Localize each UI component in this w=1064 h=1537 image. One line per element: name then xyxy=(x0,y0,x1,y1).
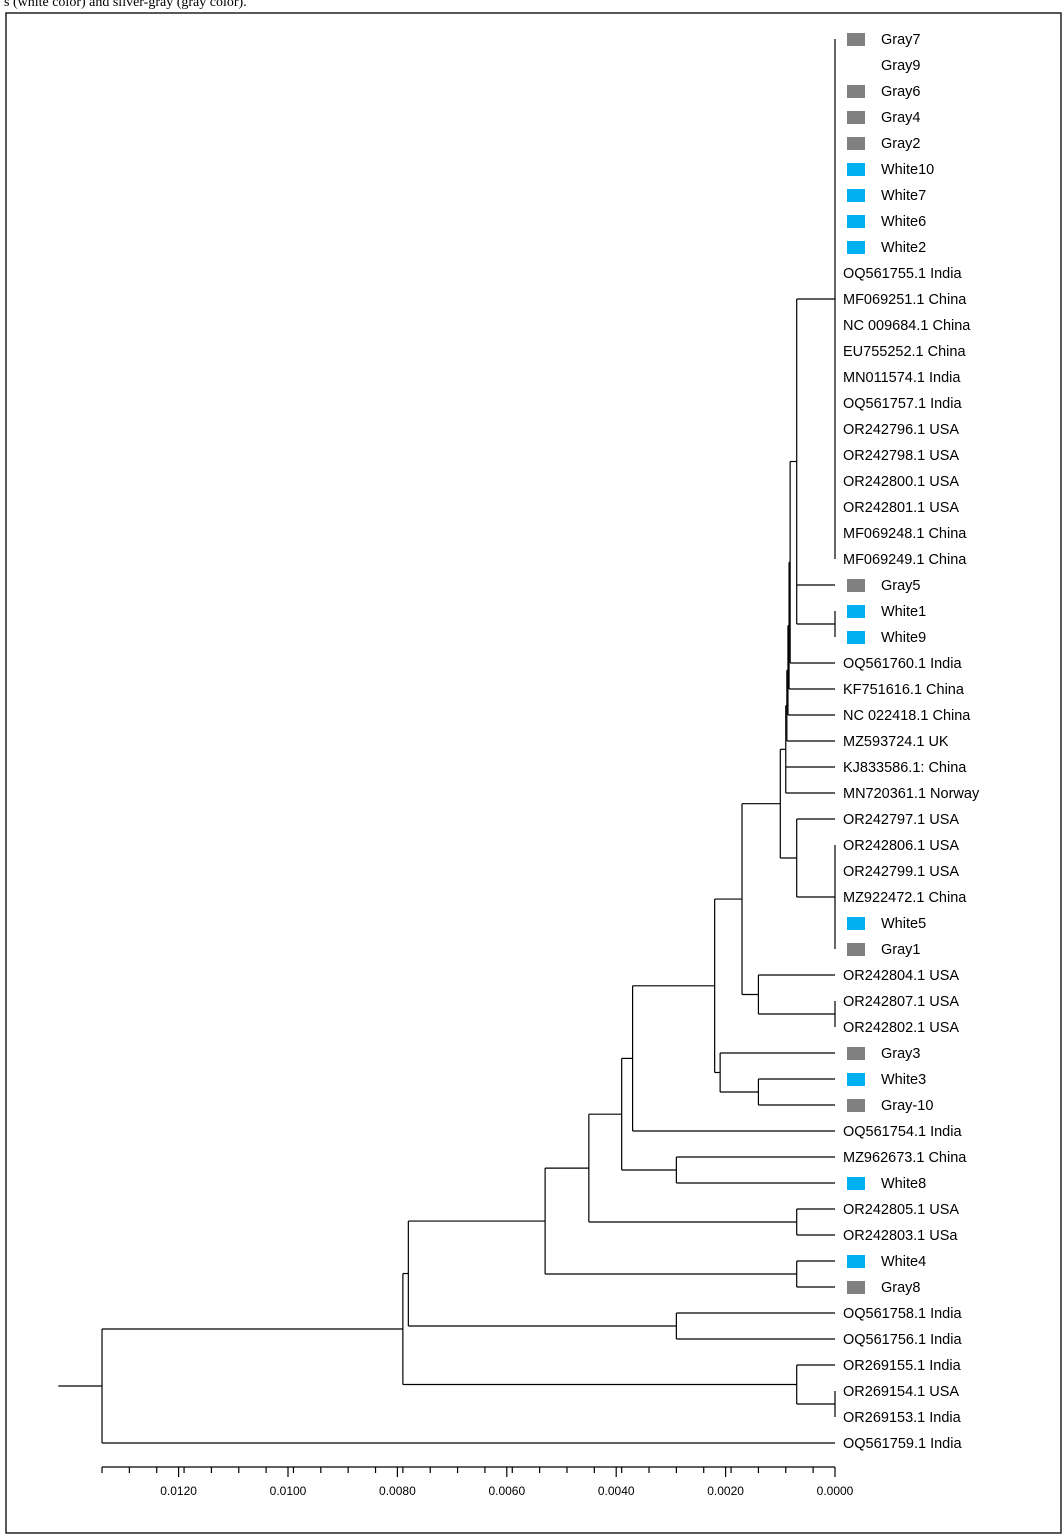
leaf-label: MF069249.1 China xyxy=(843,552,967,568)
leaf-label: KJ833586.1: China xyxy=(843,760,967,776)
white-marker xyxy=(847,241,865,254)
white-marker xyxy=(847,163,865,176)
gray-marker xyxy=(847,579,865,592)
leaf-label: OR242807.1 USA xyxy=(843,994,959,1010)
leaf-label: OR269153.1 India xyxy=(843,1410,962,1426)
leaf-label: MZ593724.1 UK xyxy=(843,734,949,750)
axis-tick-label: 0.0100 xyxy=(270,1484,307,1498)
leaf-label: OQ561756.1 India xyxy=(843,1332,962,1348)
leaf-label: White7 xyxy=(881,188,926,204)
leaf-label: OR242804.1 USA xyxy=(843,968,959,984)
leaf-label: EU755252.1 China xyxy=(843,344,966,360)
leaf-label: Gray3 xyxy=(881,1046,921,1062)
leaf-label: MN011574.1 India xyxy=(843,370,961,386)
leaf-label: Gray9 xyxy=(881,58,921,74)
axis-tick-label: 0.0020 xyxy=(707,1484,744,1498)
gray-marker xyxy=(847,1099,865,1112)
leaf-label: Gray6 xyxy=(881,84,921,100)
leaf-label: OR242802.1 USA xyxy=(843,1020,959,1036)
leaf-label: Gray4 xyxy=(881,110,921,126)
leaf-label: OQ561759.1 India xyxy=(843,1436,962,1452)
leaf-label: OR242797.1 USA xyxy=(843,812,959,828)
leaf-label: MZ922472.1 China xyxy=(843,890,967,906)
leaf-label: White5 xyxy=(881,916,926,932)
leaf-label: OQ561758.1 India xyxy=(843,1306,962,1322)
white-marker xyxy=(847,631,865,644)
gray-marker xyxy=(847,1281,865,1294)
leaf-label: OR242800.1 USA xyxy=(843,474,959,490)
leaf-labels: Gray7 Gray9 Gray6 Gray4 Gray2 White10 White7 Wh… xyxy=(843,32,980,1452)
tree-branches xyxy=(58,39,836,1444)
leaf-label: White9 xyxy=(881,630,926,646)
white-marker xyxy=(847,1255,865,1268)
gray-marker xyxy=(847,137,865,150)
white-marker xyxy=(847,917,865,930)
white-marker xyxy=(847,215,865,228)
leaf-label: OR242801.1 USA xyxy=(843,500,959,516)
leaf-label: OR242803.1 USa xyxy=(843,1228,958,1244)
leaf-label: Gray8 xyxy=(881,1280,921,1296)
leaf-label: OR242799.1 USA xyxy=(843,864,959,880)
leaf-label: Gray-10 xyxy=(881,1098,933,1114)
leaf-label: OR269154.1 USA xyxy=(843,1384,959,1400)
gray-marker xyxy=(847,1047,865,1060)
leaf-label: MF069248.1 China xyxy=(843,526,967,542)
leaf-label: Gray7 xyxy=(881,32,921,48)
leaf-label: Gray1 xyxy=(881,942,921,958)
leaf-label: White1 xyxy=(881,604,926,620)
leaf-label: OQ561757.1 India xyxy=(843,396,962,412)
leaf-label: MF069251.1 China xyxy=(843,292,967,308)
gray-marker xyxy=(847,33,865,46)
leaf-label: OR242798.1 USA xyxy=(843,448,959,464)
leaf-label: OR269155.1 India xyxy=(843,1358,962,1374)
axis-tick-label: 0.0060 xyxy=(488,1484,525,1498)
gray-marker xyxy=(847,943,865,956)
axis-tick-label: 0.0040 xyxy=(598,1484,635,1498)
leaf-label: OQ561754.1 India xyxy=(843,1124,962,1140)
leaf-label: MZ962673.1 China xyxy=(843,1150,967,1166)
distance-axis: 0.0120 0.0100 0.0080 0.0060 0.0040 0.0020 0.00… xyxy=(101,1466,854,1498)
leaf-label: NC 009684.1 China xyxy=(843,318,971,334)
white-marker xyxy=(847,1177,865,1190)
leaf-label: OR242806.1 USA xyxy=(843,838,959,854)
gray-marker xyxy=(847,111,865,124)
leaf-label: White6 xyxy=(881,214,926,230)
white-marker xyxy=(847,189,865,202)
axis-tick-label: 0.0000 xyxy=(817,1484,854,1498)
figure-caption: s (white color) and silver-gray (gray co… xyxy=(4,0,247,10)
white-marker xyxy=(847,1073,865,1086)
leaf-label: White10 xyxy=(881,162,934,178)
leaf-label: NC 022418.1 China xyxy=(843,708,971,724)
leaf-label: KF751616.1 China xyxy=(843,682,965,698)
white-marker xyxy=(847,605,865,618)
axis-tick-label: 0.0120 xyxy=(160,1484,197,1498)
leaf-label: MN720361.1 Norway xyxy=(843,786,980,802)
leaf-label: White8 xyxy=(881,1176,926,1192)
leaf-label: Gray2 xyxy=(881,136,921,152)
axis-tick-label: 0.0080 xyxy=(379,1484,416,1498)
leaf-label: OR242805.1 USA xyxy=(843,1202,959,1218)
leaf-label: White2 xyxy=(881,240,926,256)
leaf-label: OQ561760.1 India xyxy=(843,656,962,672)
gray-marker xyxy=(847,85,865,98)
leaf-markers xyxy=(847,33,865,1294)
figure-frame xyxy=(5,12,1062,1534)
leaf-label: White3 xyxy=(881,1072,926,1088)
leaf-label: OQ561755.1 India xyxy=(843,266,962,282)
leaf-label: OR242796.1 USA xyxy=(843,422,959,438)
leaf-label: Gray5 xyxy=(881,578,921,594)
leaf-label: White4 xyxy=(881,1254,926,1270)
